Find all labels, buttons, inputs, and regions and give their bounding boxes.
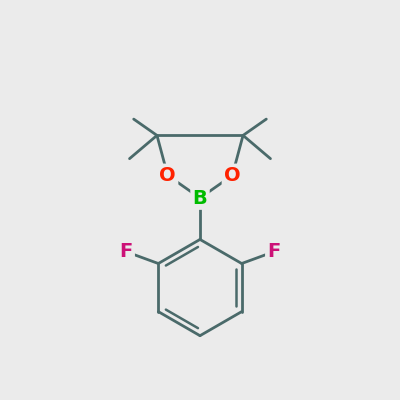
Text: F: F	[267, 242, 281, 261]
Text: O: O	[224, 166, 241, 185]
Text: F: F	[119, 242, 133, 261]
Text: O: O	[159, 166, 176, 185]
Text: B: B	[193, 188, 207, 208]
